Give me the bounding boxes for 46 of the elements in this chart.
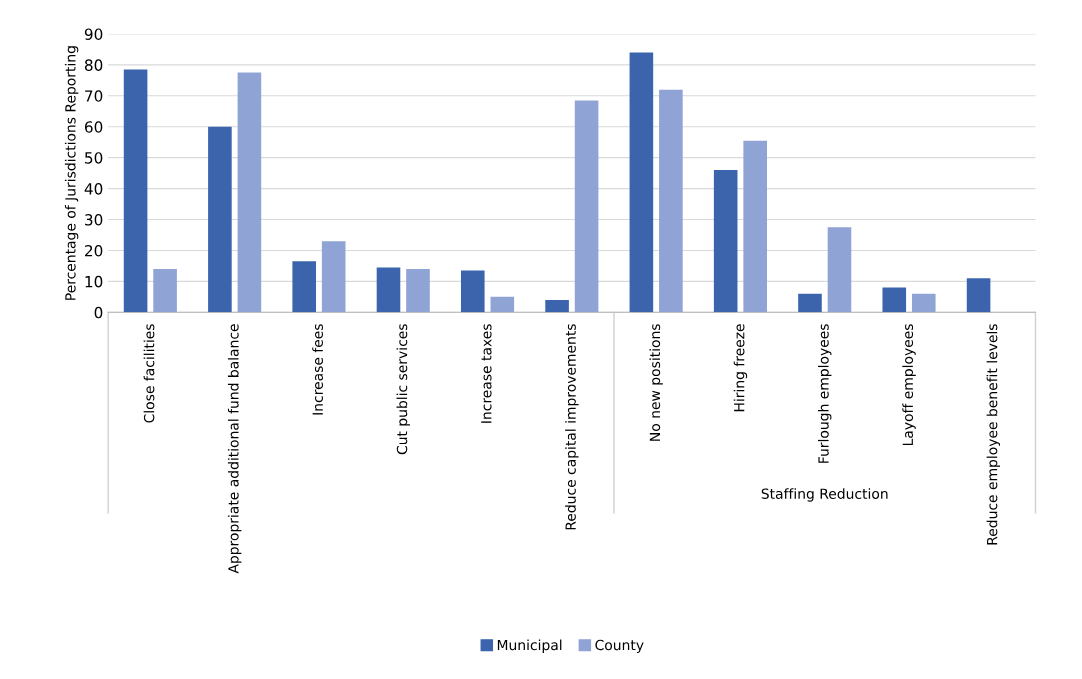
bar (321, 241, 346, 313)
x-tick-label: Hiring freeze (733, 324, 748, 412)
y-tick-label: 40 (84, 183, 103, 195)
bar (208, 126, 232, 313)
x-tick-label: Layoff employees (902, 324, 916, 446)
bar (123, 69, 148, 313)
x-tick-label: Appropriate additional fund balance (227, 324, 242, 574)
bar (574, 100, 599, 313)
bar (376, 267, 401, 313)
y-tick-label: 20 (85, 244, 103, 257)
bar (827, 227, 852, 313)
x-tick-label: No new positions (649, 324, 663, 441)
x-tick-label: Reduce capital improvements (565, 324, 579, 530)
legend-label: Municipal (497, 639, 562, 653)
x-tick-label: Close facilities (143, 324, 155, 423)
bar (743, 140, 767, 313)
bar (713, 170, 738, 313)
bar (406, 269, 430, 313)
bar (659, 89, 683, 313)
x-tick-label: Reduce employee benefit levels (986, 324, 1001, 545)
bar (490, 296, 515, 313)
bar (798, 293, 822, 313)
bar (882, 287, 907, 313)
bar (966, 278, 991, 313)
x-tick-label: Increase fees (312, 324, 323, 415)
bar (460, 270, 485, 313)
y-tick-label: 0 (94, 306, 103, 319)
y-tick-label: 90 (84, 28, 103, 40)
bar (629, 52, 654, 313)
bar (292, 261, 316, 313)
bar (911, 293, 936, 313)
bar (545, 299, 569, 313)
x-tick-label: Increase taxes (481, 324, 492, 423)
legend-label: County (595, 639, 644, 653)
x-tick-label: Furlough employees (818, 324, 832, 463)
bar (237, 72, 262, 313)
y-axis-title: Percentage of Jurisdictions Reporting (64, 46, 79, 300)
y-tick-label: 60 (84, 121, 103, 133)
y-tick-label: 10 (85, 275, 103, 288)
y-tick-label: 80 (84, 59, 103, 71)
y-tick-label: 50 (85, 152, 103, 164)
y-tick-label: 70 (85, 90, 103, 102)
bar (153, 269, 177, 313)
text: Staffing Reduction (761, 488, 888, 502)
x-tick-label: Cut public services (396, 324, 410, 455)
y-tick-label: 30 (85, 214, 103, 226)
